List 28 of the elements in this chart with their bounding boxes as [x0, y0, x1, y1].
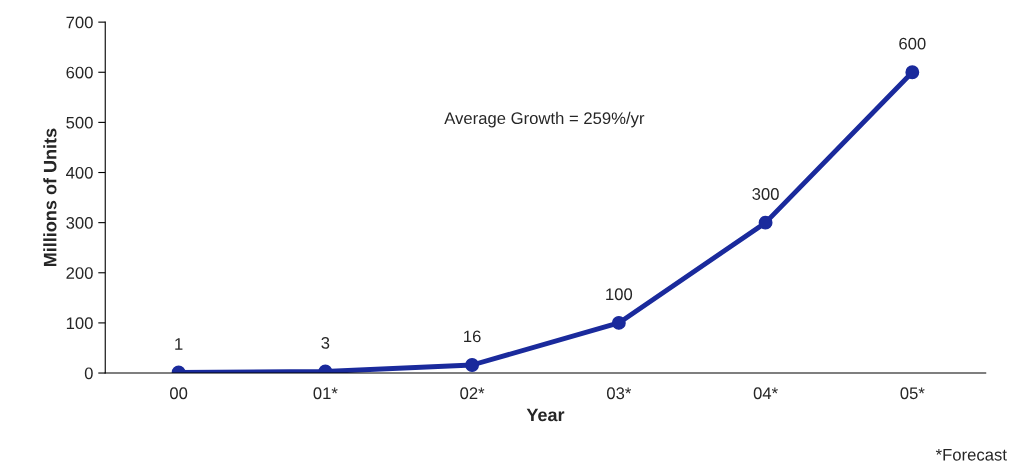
data-label: 3 — [321, 336, 330, 349]
data-label: 100 — [606, 288, 633, 301]
y-tick-label: 0 — [84, 367, 93, 380]
y-tick-label: 200 — [66, 267, 93, 279]
x-tick-label: 05* — [900, 387, 925, 400]
y-tick-label: 300 — [66, 217, 93, 229]
data-label: 600 — [899, 37, 926, 50]
text: *Forecast — [935, 449, 1007, 461]
annotation: Average Growth = 259%/yr — [444, 111, 645, 128]
x-tick-label: 03* — [606, 387, 632, 400]
data-label: 300 — [752, 188, 779, 200]
y-tick-label: 700 — [66, 16, 93, 29]
x-tick-label: 00 — [170, 387, 188, 400]
point — [758, 215, 773, 230]
data-label: 16 — [464, 330, 481, 343]
data-label: 1 — [175, 338, 183, 350]
y-tick-label: 100 — [66, 317, 93, 330]
y-tick-label: 400 — [66, 166, 93, 179]
x-tick-label: 02* — [460, 387, 485, 400]
x-tick-label: 01* — [313, 387, 338, 400]
x-axis-title: Year — [526, 408, 565, 422]
y-tick-label: 500 — [66, 116, 93, 129]
y-tick-label: 600 — [66, 66, 93, 79]
point — [905, 65, 920, 80]
y-axis-title: Millions of Units — [43, 128, 57, 267]
x-tick-label: 04* — [753, 387, 778, 400]
point — [611, 315, 626, 330]
point — [465, 358, 480, 372]
